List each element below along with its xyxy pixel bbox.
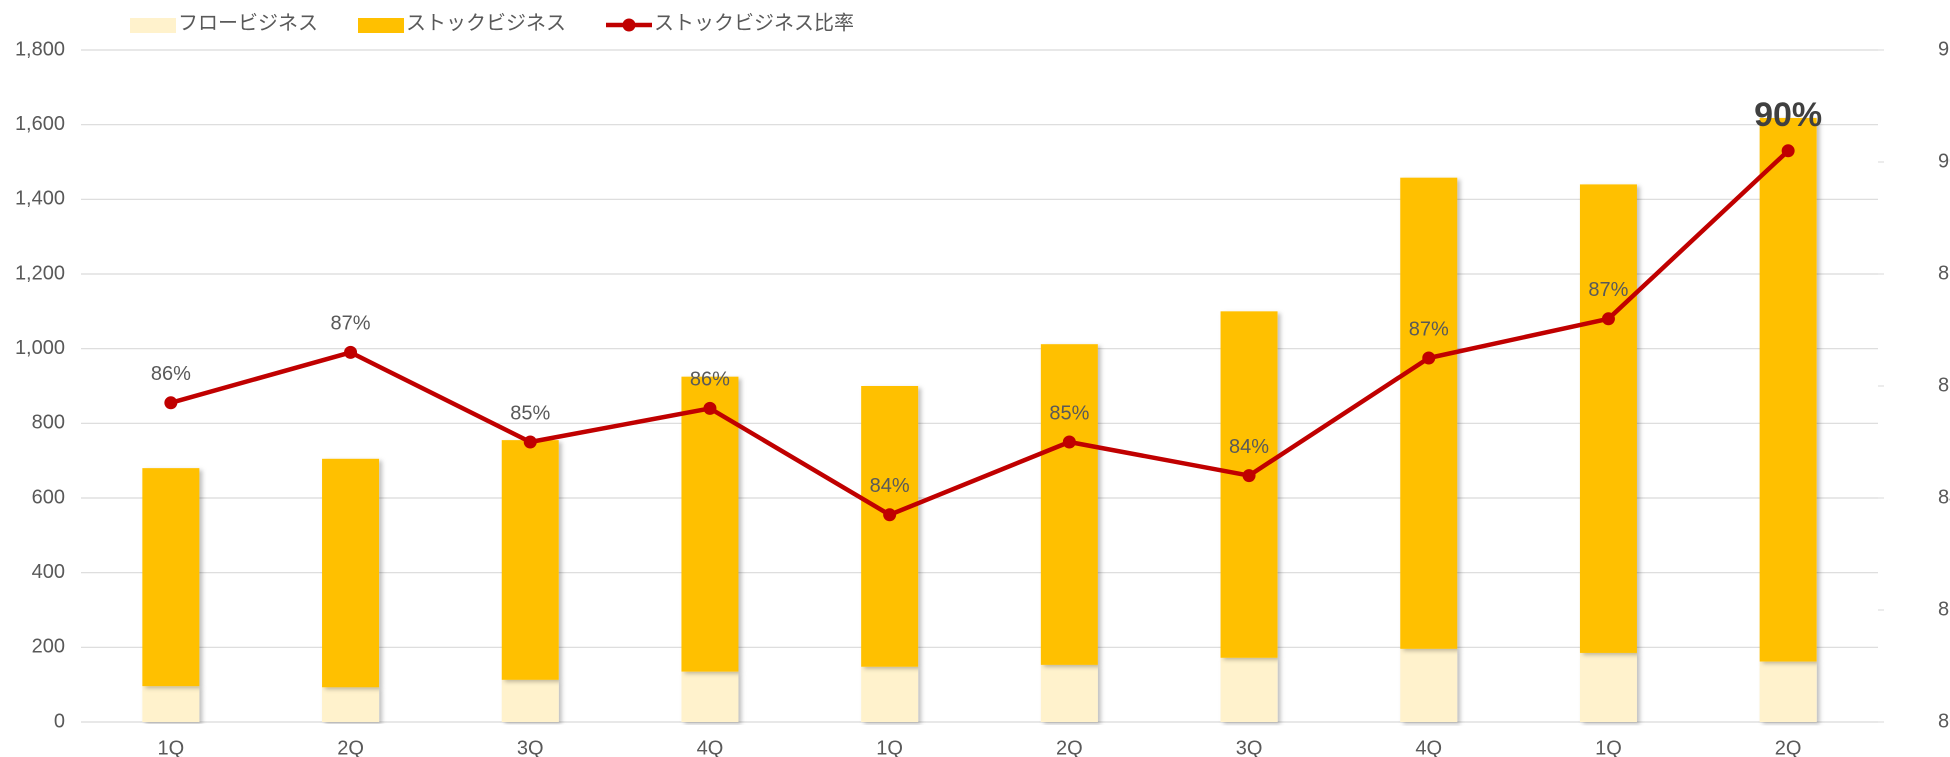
data-label: 90%: [1754, 96, 1822, 134]
y-tick-label: 600: [32, 486, 65, 508]
line-marker: [164, 396, 178, 410]
y-tick-label: 1,200: [15, 262, 65, 284]
data-label: 86%: [690, 369, 730, 391]
legend-label: ストックビジネス: [406, 11, 566, 34]
y-tick-label: 0: [54, 710, 65, 732]
y-tick-label: 200: [32, 636, 65, 658]
bar-segment: [501, 440, 559, 680]
x-tick-label: 1Q: [876, 737, 903, 757]
x-tick-label: 4Q: [697, 737, 724, 757]
line-marker: [1062, 435, 1076, 449]
y-tick-label: 1,400: [15, 188, 65, 210]
bar-segment: [1220, 311, 1278, 658]
line-marker: [1781, 144, 1795, 158]
data-label: 84%: [1229, 436, 1269, 458]
y2-tick-label: 86%: [1938, 374, 1950, 396]
bar-segment: [1579, 184, 1637, 653]
bar-segment: [322, 458, 380, 688]
line-marker: [1242, 469, 1256, 483]
x-tick-label: 2Q: [1056, 737, 1083, 757]
x-tick-label: 3Q: [1236, 737, 1263, 757]
bar-segment: [861, 386, 919, 667]
x-tick-label: 2Q: [1775, 737, 1802, 757]
data-label: 87%: [1409, 318, 1449, 340]
x-tick-label: 3Q: [517, 737, 544, 757]
line: [170, 149, 1790, 518]
y-tick-label: 1,600: [15, 113, 65, 135]
y2-tick-label: 88%: [1938, 262, 1950, 284]
data-label: 86%: [151, 363, 191, 385]
bar-segment: [322, 687, 380, 722]
data-label: 87%: [331, 313, 371, 335]
bar-segment: [1579, 652, 1637, 722]
y-tick-label: 400: [32, 561, 65, 583]
line-marker: [1601, 312, 1615, 326]
y2-tick-label: 92%: [1938, 38, 1950, 60]
legend-swatch-marker: [622, 18, 636, 32]
bar-segment: [681, 376, 739, 672]
data-label: 85%: [1049, 402, 1089, 424]
data-label: 85%: [510, 402, 550, 424]
legend-swatch: [130, 18, 176, 33]
bar-segment: [501, 679, 559, 722]
legend-label: フロービジネス: [178, 11, 318, 34]
y2-tick-label: 80%: [1938, 710, 1950, 732]
legend-label: ストックビジネス比率: [654, 11, 854, 34]
bar-segment: [1759, 117, 1817, 662]
bar-segment: [1400, 177, 1458, 649]
bar-segment: [681, 671, 739, 722]
line-marker: [523, 435, 537, 449]
y-tick-label: 800: [32, 412, 65, 434]
y-tick-label: 1,000: [15, 337, 65, 359]
bar-segment: [142, 468, 200, 687]
bar-segment: [1040, 664, 1098, 722]
bar-segment: [861, 666, 919, 722]
y-tick-label: 1,800: [15, 38, 65, 60]
x-tick-label: 1Q: [158, 737, 185, 757]
legend-swatch: [358, 18, 404, 33]
y2-tick-label: 90%: [1938, 150, 1950, 172]
bar-segment: [142, 686, 200, 722]
y2-tick-label: 84%: [1938, 486, 1950, 508]
line-marker: [703, 401, 717, 415]
line-marker: [1422, 351, 1436, 365]
x-tick-label: 4Q: [1415, 737, 1442, 757]
bar-segment: [1220, 657, 1278, 722]
bar-segment: [1759, 661, 1817, 722]
line-marker: [344, 345, 358, 359]
line-marker: [883, 508, 897, 522]
data-label: 87%: [1588, 279, 1628, 301]
bar-segment: [1040, 344, 1098, 665]
x-tick-label: 2Q: [337, 737, 364, 757]
data-label: 84%: [870, 475, 910, 497]
y2-tick-label: 82%: [1938, 598, 1950, 620]
x-tick-label: 1Q: [1595, 737, 1622, 757]
bar-segment: [1400, 648, 1458, 722]
